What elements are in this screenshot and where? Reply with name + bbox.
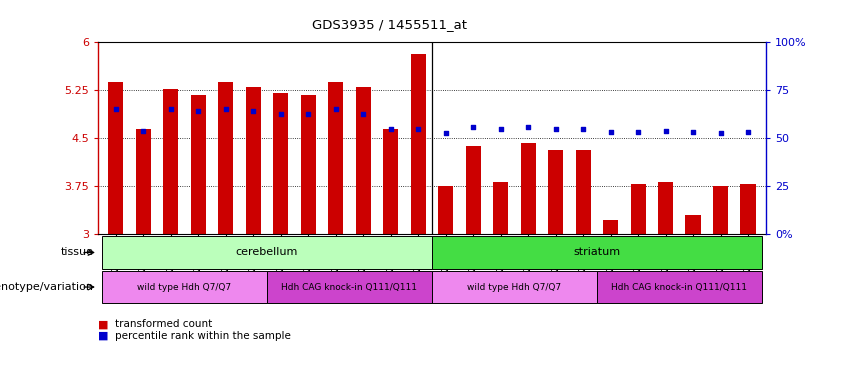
Bar <box>163 89 178 234</box>
Point <box>328 106 342 113</box>
Point <box>631 129 645 135</box>
Point <box>191 108 205 114</box>
Bar <box>548 150 563 234</box>
Point <box>494 126 507 132</box>
Bar <box>383 129 398 234</box>
Bar <box>410 54 426 234</box>
Bar <box>493 182 508 234</box>
Bar <box>267 271 432 303</box>
Point <box>301 111 315 117</box>
Text: tissue: tissue <box>60 247 94 258</box>
Bar <box>218 82 233 234</box>
Point <box>164 106 178 113</box>
Text: Hdh CAG knock-in Q111/Q111: Hdh CAG knock-in Q111/Q111 <box>611 283 747 291</box>
Point <box>741 129 755 135</box>
Bar <box>631 184 646 234</box>
Bar <box>597 271 762 303</box>
Bar <box>135 129 151 234</box>
Bar <box>713 186 728 234</box>
Bar <box>465 146 481 234</box>
Bar <box>432 236 762 269</box>
Bar <box>191 95 206 234</box>
Point <box>274 111 288 117</box>
Text: striatum: striatum <box>574 247 620 258</box>
Bar <box>108 82 123 234</box>
Text: ■: ■ <box>98 319 108 329</box>
Point <box>603 129 617 135</box>
Bar <box>521 143 535 234</box>
Text: percentile rank within the sample: percentile rank within the sample <box>115 331 291 341</box>
Point <box>219 106 232 113</box>
Bar <box>300 95 316 234</box>
Point <box>576 126 590 132</box>
Point <box>714 130 728 136</box>
Bar <box>686 215 700 234</box>
Point <box>109 106 123 113</box>
Bar <box>658 182 673 234</box>
Bar <box>575 150 591 234</box>
Text: transformed count: transformed count <box>115 319 212 329</box>
Point <box>384 126 397 132</box>
Point <box>357 111 370 117</box>
Point <box>247 108 260 114</box>
Bar <box>246 87 260 234</box>
Text: genotype/variation: genotype/variation <box>0 282 94 292</box>
Bar <box>102 236 432 269</box>
Point <box>522 124 535 130</box>
Text: GDS3935 / 1455511_at: GDS3935 / 1455511_at <box>311 18 467 31</box>
Bar <box>273 93 288 234</box>
Point <box>659 127 672 134</box>
Text: cerebellum: cerebellum <box>236 247 298 258</box>
Point <box>136 127 150 134</box>
Point <box>549 126 563 132</box>
Bar <box>432 271 597 303</box>
Text: ■: ■ <box>98 331 108 341</box>
Text: wild type Hdh Q7/Q7: wild type Hdh Q7/Q7 <box>467 283 562 291</box>
Point <box>439 130 453 136</box>
Bar <box>102 271 267 303</box>
Point <box>686 129 700 135</box>
Point <box>466 124 480 130</box>
Point <box>411 126 425 132</box>
Bar <box>438 186 454 234</box>
Bar <box>356 87 371 234</box>
Bar <box>603 220 618 234</box>
Bar <box>328 82 343 234</box>
Bar <box>740 184 756 234</box>
Text: wild type Hdh Q7/Q7: wild type Hdh Q7/Q7 <box>137 283 231 291</box>
Text: Hdh CAG knock-in Q111/Q111: Hdh CAG knock-in Q111/Q111 <box>282 283 417 291</box>
